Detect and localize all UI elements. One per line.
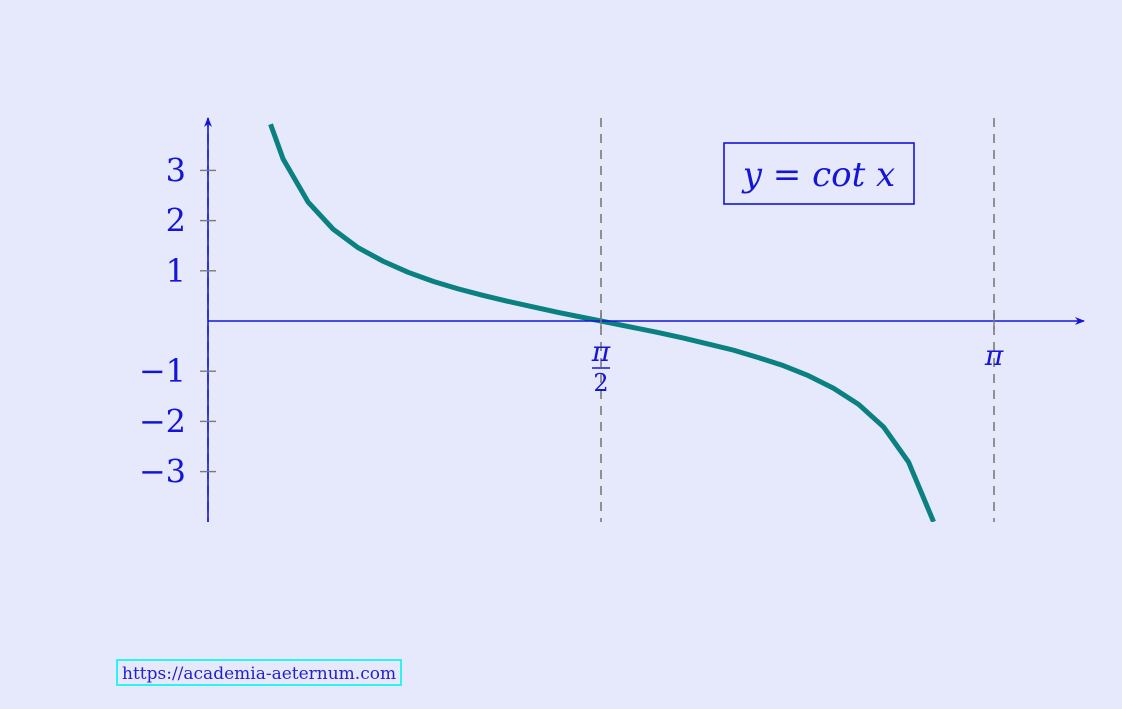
tick-marks — [200, 169, 995, 473]
source-url-link[interactable]: https://academia-aeternum.com — [116, 659, 403, 686]
y-tick-label-4: −2 — [139, 402, 186, 440]
legend-box — [723, 142, 915, 205]
y-tick-label-2: 1 — [166, 252, 186, 290]
x-tick-denominator-0: 2 — [593, 369, 608, 397]
x-tick-label-1: π — [984, 339, 1004, 372]
x-tick-label-0: π — [591, 335, 611, 368]
legend-label: y = cot x — [741, 155, 895, 195]
axes — [204, 117, 1085, 522]
y-tick-label-5: −3 — [139, 453, 186, 491]
cot-curve-line — [268, 123, 936, 522]
y-tick-label-0: 3 — [166, 151, 186, 189]
plot-area — [268, 123, 936, 522]
y-tick-label-1: 2 — [166, 202, 186, 240]
y-tick-label-3: −1 — [139, 352, 186, 390]
legend: y = cot x — [723, 142, 915, 205]
